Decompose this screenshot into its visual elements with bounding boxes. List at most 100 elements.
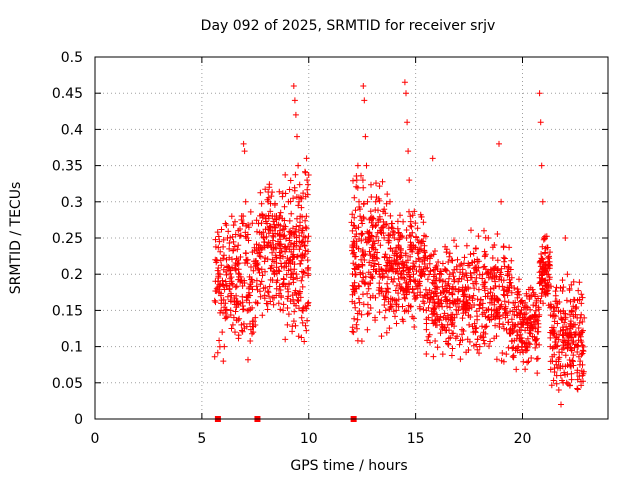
data-point xyxy=(537,278,544,285)
y-tick-label: 0.2 xyxy=(61,267,83,283)
data-point xyxy=(523,292,530,299)
data-point xyxy=(292,322,299,329)
data-point xyxy=(238,321,245,328)
data-point xyxy=(466,338,473,345)
data-point xyxy=(365,310,372,317)
data-point xyxy=(383,200,390,207)
data-point xyxy=(232,329,238,336)
data-point xyxy=(368,194,375,200)
data-point xyxy=(356,198,362,205)
data-point xyxy=(474,346,481,353)
data-point xyxy=(570,321,577,328)
data-point xyxy=(481,227,487,234)
data-point xyxy=(388,303,395,310)
data-point xyxy=(426,271,433,278)
data-point xyxy=(392,313,398,320)
data-point xyxy=(283,263,290,270)
data-point xyxy=(487,338,494,345)
data-point xyxy=(485,274,492,281)
data-point xyxy=(516,276,522,283)
data-point xyxy=(381,302,388,308)
data-point xyxy=(213,259,220,266)
data-point xyxy=(447,304,453,311)
data-point xyxy=(229,256,235,263)
data-point xyxy=(550,377,557,384)
data-point xyxy=(220,266,227,273)
data-point xyxy=(467,314,474,320)
data-point xyxy=(352,207,359,214)
data-point xyxy=(268,265,275,271)
data-point xyxy=(361,200,367,207)
data-point xyxy=(522,366,529,373)
data-point xyxy=(382,307,389,314)
data-point xyxy=(539,286,546,293)
data-point xyxy=(494,257,501,264)
data-point xyxy=(434,313,441,320)
data-point xyxy=(295,298,302,304)
data-point xyxy=(430,308,437,315)
data-point xyxy=(358,256,365,263)
data-point xyxy=(550,308,557,315)
data-point xyxy=(519,346,525,353)
data-point xyxy=(221,304,228,311)
data-point xyxy=(293,228,299,235)
data-point xyxy=(221,252,227,259)
data-point xyxy=(422,233,429,240)
data-point xyxy=(373,222,380,228)
data-point xyxy=(471,302,478,308)
data-point xyxy=(473,308,480,315)
data-point xyxy=(367,215,374,222)
data-point xyxy=(381,296,388,303)
data-point xyxy=(509,353,516,360)
data-point xyxy=(263,300,270,307)
data-point xyxy=(259,212,266,219)
data-point xyxy=(376,183,383,190)
data-point xyxy=(442,267,449,273)
data-point xyxy=(503,351,510,358)
data-point xyxy=(355,295,362,302)
data-point xyxy=(227,297,234,303)
data-point xyxy=(552,335,559,341)
data-point xyxy=(245,285,252,292)
data-point xyxy=(303,213,310,220)
data-point xyxy=(451,278,458,285)
data-point xyxy=(511,304,518,311)
data-point xyxy=(461,254,468,261)
data-point xyxy=(400,218,407,225)
data-point xyxy=(303,225,310,232)
data-point xyxy=(451,314,458,321)
data-point xyxy=(500,243,507,250)
data-point xyxy=(472,245,479,252)
data-point xyxy=(250,329,257,336)
data-point xyxy=(389,220,396,227)
data-point xyxy=(383,268,390,275)
data-point xyxy=(225,264,232,270)
data-point xyxy=(223,256,230,263)
data-point xyxy=(240,306,247,313)
data-point xyxy=(282,244,289,251)
data-point xyxy=(571,344,578,351)
data-point xyxy=(399,285,406,292)
data-point xyxy=(267,265,274,272)
data-point xyxy=(564,344,571,351)
y-tick-label: 0.4 xyxy=(61,122,83,138)
data-point xyxy=(543,264,549,270)
data-point xyxy=(255,266,262,273)
data-point xyxy=(496,140,502,147)
data-point xyxy=(491,272,498,279)
data-point xyxy=(228,213,235,220)
data-point xyxy=(363,162,370,169)
data-point xyxy=(372,223,379,229)
y-tick-label: 0.3 xyxy=(61,195,83,211)
data-point xyxy=(256,242,263,249)
data-point xyxy=(296,198,303,205)
data-point xyxy=(393,320,400,327)
data-point xyxy=(551,365,558,372)
data-point xyxy=(431,299,438,306)
data-point xyxy=(240,213,247,220)
data-point xyxy=(538,255,545,262)
data-point xyxy=(381,234,388,241)
data-point xyxy=(472,325,479,332)
data-point xyxy=(537,119,544,126)
data-point xyxy=(533,341,540,348)
